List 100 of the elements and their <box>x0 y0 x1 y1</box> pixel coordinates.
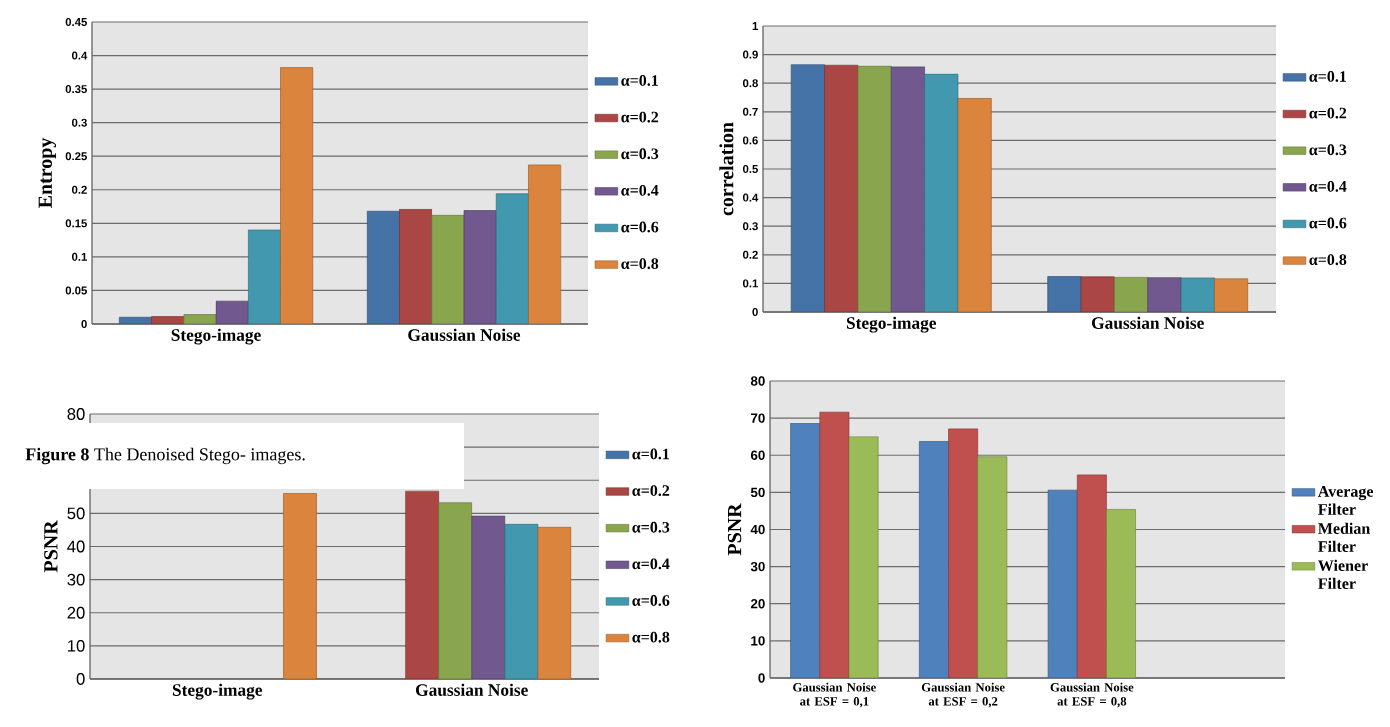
y-tick-label: 20 <box>750 599 765 609</box>
legend-label: α=0.1 <box>621 75 658 86</box>
legend-label: α=0.4 <box>632 558 670 570</box>
y-tick-label: 0.2 <box>742 250 758 259</box>
y-axis-title: PSNR <box>44 520 58 573</box>
y-tick-label: 60 <box>750 450 765 460</box>
legend-label: α=0.4 <box>1309 180 1347 192</box>
legend-label: α=0.3 <box>621 148 659 160</box>
x-tick-label: Stego-image <box>171 328 261 345</box>
legend-label: Wiener Filter <box>1318 559 1368 590</box>
y-tick-label: 50 <box>750 487 765 498</box>
y-tick-label: 40 <box>750 524 765 535</box>
bar <box>1047 489 1078 678</box>
y-tick-label: 0.2 <box>71 185 87 194</box>
x-tick-label: Gaussian Noise <box>1092 316 1204 329</box>
bar <box>280 67 314 324</box>
bar <box>537 526 572 679</box>
bar <box>283 493 317 679</box>
bar <box>471 515 506 679</box>
legend-label: α=0.1 <box>1309 71 1347 82</box>
legend-label: α=0.1 <box>632 448 669 460</box>
bar <box>463 210 497 324</box>
y-tick-label: 0.7 <box>742 107 758 116</box>
y-tick-label: 0.5 <box>742 164 758 173</box>
y-tick-label: 0.3 <box>71 118 87 127</box>
bar <box>495 193 529 324</box>
y-tick-label: 40 <box>67 540 85 553</box>
bar <box>183 314 217 324</box>
bar <box>957 98 992 312</box>
legend-label: α=0.3 <box>632 521 670 533</box>
bar <box>1147 277 1182 312</box>
bar <box>1076 474 1107 678</box>
bar <box>1114 277 1149 312</box>
bar <box>1080 276 1115 312</box>
legend-label: α=0.8 <box>632 631 670 643</box>
bar <box>438 502 473 679</box>
legend-label: α=0.6 <box>621 221 659 233</box>
legend-label: α=0.3 <box>1309 144 1347 156</box>
annotation: Figure 8 The Denoised Stego- images. <box>25 447 305 465</box>
y-tick-label: 50 <box>67 507 85 520</box>
x-tick-label: Gaussian Noise at ESF = 0,8 <box>1050 682 1134 708</box>
bar <box>790 422 821 678</box>
bar <box>366 210 400 324</box>
y-axis-title: PSNR <box>727 503 742 556</box>
y-tick-label: 0.25 <box>65 152 87 161</box>
y-tick-label: 80 <box>750 376 765 386</box>
bar <box>848 436 879 678</box>
bar <box>924 73 959 312</box>
legend-label: α=0.8 <box>1309 254 1347 266</box>
bar <box>790 64 825 312</box>
x-tick-label: Gaussian Noise <box>416 683 528 696</box>
legend-label: α=0.6 <box>632 595 670 606</box>
legend-label: α=0.4 <box>621 184 659 196</box>
y-tick-label: 0 <box>81 319 87 328</box>
y-tick-label: 0.05 <box>65 286 87 295</box>
bar <box>431 214 465 324</box>
bar <box>1180 277 1215 312</box>
y-tick-label: 0.45 <box>65 17 87 26</box>
bar <box>819 411 850 678</box>
y-tick-label: 30 <box>67 573 85 586</box>
legend-label: α=0.2 <box>632 485 670 497</box>
x-tick-label: Stego-image <box>172 683 263 700</box>
bar <box>528 164 562 324</box>
bar <box>1047 276 1082 312</box>
y-tick-label: 70 <box>751 413 765 423</box>
y-tick-label: 0.1 <box>742 279 758 288</box>
bar <box>919 441 949 678</box>
y-axis-title: correlation <box>719 122 734 216</box>
y-tick-label: 0.8 <box>742 79 758 88</box>
bar <box>890 66 925 312</box>
legend-label: Median Filter <box>1318 522 1371 552</box>
y-tick-label: 10 <box>68 639 85 652</box>
bar <box>857 65 892 312</box>
y-tick-label: 0 <box>76 673 85 685</box>
bar <box>948 428 979 678</box>
bar <box>824 64 859 312</box>
y-tick-label: 0.3 <box>742 222 758 231</box>
legend-label: Average Filter <box>1317 486 1374 515</box>
y-tick-label: 0.1 <box>71 252 87 261</box>
bar <box>247 229 281 324</box>
y-tick-label: 0.35 <box>65 85 87 94</box>
legend-label: α=0.2 <box>621 111 659 123</box>
y-tick-label: 80 <box>67 408 85 420</box>
y-tick-label: 0 <box>758 673 765 683</box>
legend-label: α=0.8 <box>621 258 659 270</box>
y-tick-label: 0.6 <box>742 136 758 145</box>
y-tick-label: 30 <box>750 561 765 572</box>
x-tick-label: Gaussian Noise at ESF = 0,2 <box>921 682 1005 708</box>
x-tick-label: Gaussian Noise <box>408 328 521 341</box>
x-tick-label: Gaussian Noise at ESF = 0,1 <box>793 682 876 708</box>
y-tick-label: 0.9 <box>742 50 758 59</box>
legend-label: α=0.2 <box>1309 107 1347 119</box>
bar <box>1214 278 1249 312</box>
y-tick-label: 0 <box>752 307 758 316</box>
y-tick-label: 1 <box>752 22 758 30</box>
y-tick-label: 0.15 <box>65 219 87 228</box>
x-tick-label: Stego-image <box>846 316 937 333</box>
legend-label: α=0.6 <box>1309 217 1347 229</box>
bar <box>1106 509 1136 678</box>
y-tick-label: 0.4 <box>742 193 759 202</box>
